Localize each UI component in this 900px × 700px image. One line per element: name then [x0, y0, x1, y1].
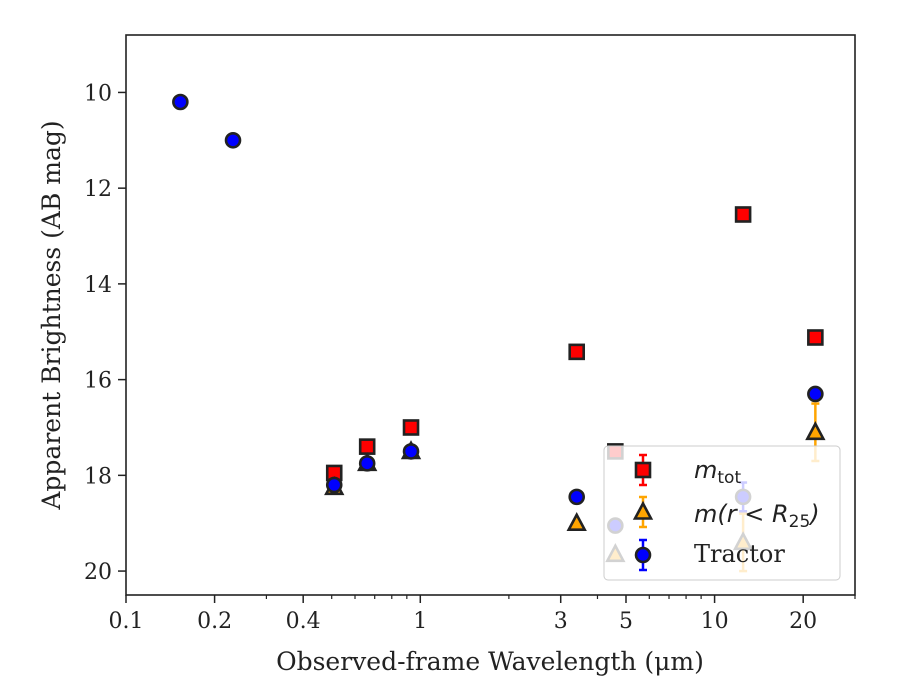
legend-entry-mtot: mtot [694, 456, 741, 488]
y-tick-label: 20 [84, 560, 112, 585]
tractor-point [807, 385, 824, 403]
x-tick-label: 0.2 [197, 609, 232, 634]
x-axis-ticks: 0.1 0.2 0.4 1 3 5 10 20 [109, 595, 856, 634]
y-tick-label: 18 [84, 464, 112, 489]
y-tick-label: 12 [84, 177, 112, 202]
legend-handles [632, 453, 654, 572]
tractor-point [172, 93, 189, 111]
legend-entry-tractor: Tractor [694, 540, 785, 568]
legend-marker-mtot [634, 461, 652, 479]
legend-box [603, 445, 841, 581]
tractor-point [568, 488, 586, 506]
m-r25-point [566, 511, 587, 532]
mtot-point [807, 329, 824, 346]
x-tick-label: 10 [701, 609, 729, 634]
tractor-point [325, 476, 343, 494]
x-tick-label: 0.4 [286, 609, 321, 634]
legend-marker-m-r25 [632, 500, 654, 520]
y-tick-label: 14 [84, 273, 112, 298]
legend: mtot m(r < R25) Tractor [603, 445, 841, 581]
y-axis-label: Apparent Brightness (AB mag) [37, 120, 66, 510]
tractor-point [402, 443, 420, 460]
mtot-point [402, 419, 420, 436]
x-tick-label: 20 [789, 609, 817, 634]
legend-marker-tractor [634, 546, 652, 564]
x-axis-label: Observed-frame Wavelength (μm) [276, 647, 704, 676]
plot-frame [125, 34, 856, 596]
y-axis-ticks: 10 12 14 16 18 20 [84, 81, 126, 585]
mtot-point [734, 206, 752, 223]
x-tick-label: 0.1 [109, 609, 144, 634]
tractor-point [224, 131, 242, 149]
tractor-point [358, 455, 376, 472]
mtot-point [358, 438, 376, 455]
legend-entry-m-r25: m(r < R25) [694, 500, 820, 532]
y-tick-label: 16 [84, 369, 112, 394]
mtot-point [568, 343, 586, 361]
x-tick-label: 5 [619, 609, 633, 634]
y-tick-label: 10 [84, 81, 112, 106]
m-r25-point [805, 421, 826, 441]
x-tick-label: 3 [554, 609, 568, 634]
x-tick-label: 1 [413, 609, 427, 634]
